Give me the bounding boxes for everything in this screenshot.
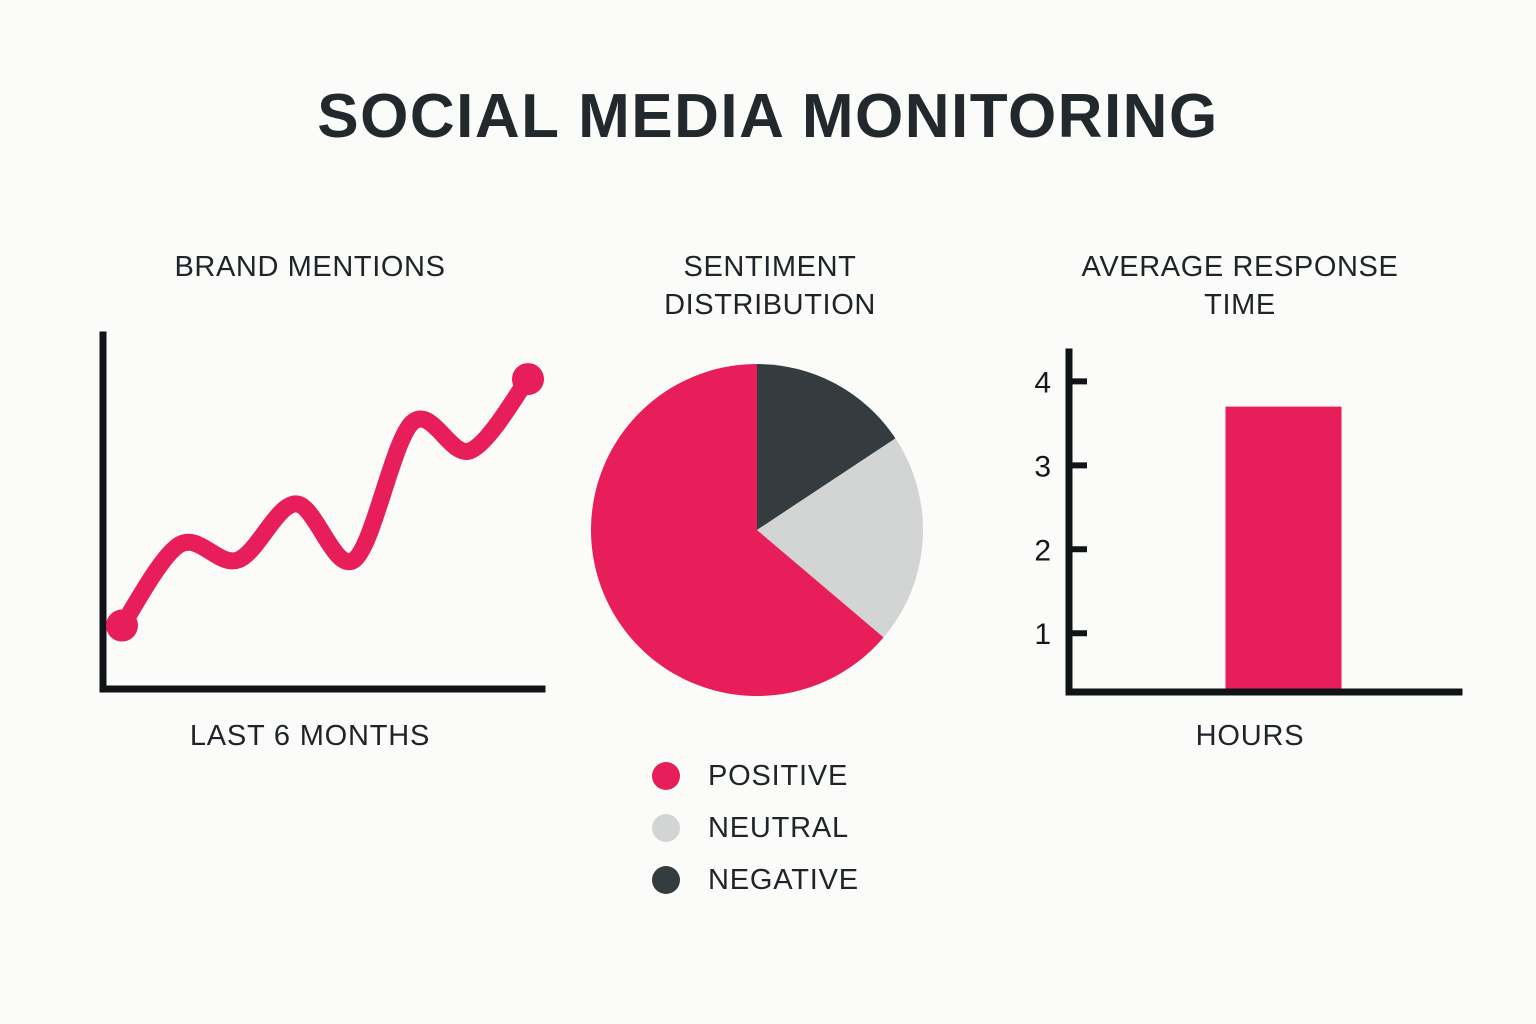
pie-slice-neutral: [757, 438, 924, 638]
legend-item-negative[interactable]: NEGATIVE: [652, 854, 859, 906]
response-time-title: AVERAGE RESPONSE TIME: [1000, 248, 1480, 325]
legend-label: NEUTRAL: [708, 811, 849, 844]
brand-mentions-title: BRAND MENTIONS: [174, 251, 446, 283]
bar-chart-axes: [1065, 348, 1463, 696]
y-tick-label: 3: [1034, 450, 1051, 483]
response-time-title-line1: AVERAGE RESPONSE: [1081, 251, 1399, 283]
legend-swatch-neutral-icon: [652, 814, 680, 842]
bar-0: [1225, 406, 1342, 692]
y-tick-label: 1: [1034, 618, 1051, 651]
line-chart-start-marker: [106, 609, 138, 642]
legend-item-neutral[interactable]: NEUTRAL: [652, 802, 859, 854]
line-chart-series-path: [113, 370, 537, 635]
legend-swatch-negative-icon: [652, 866, 680, 894]
brand-mentions-line-chart: [99, 331, 546, 693]
y-tick-label: 2: [1034, 534, 1051, 567]
response-time-panel: AVERAGE RESPONSE TIME 1 2 3 4 HOURS: [1000, 240, 1480, 760]
sentiment-pie-chart: [591, 364, 924, 696]
sentiment-legend: POSITIVE NEUTRAL NEGATIVE: [652, 750, 859, 906]
response-time-title-line2: TIME: [1204, 289, 1276, 322]
bar-chart-y-ticks: 1 2 3 4: [1034, 366, 1087, 651]
brand-mentions-x-axis-caption: LAST 6 MONTHS: [189, 720, 431, 752]
line-chart-end-marker: [512, 363, 544, 396]
line-chart-axes: [99, 331, 546, 693]
y-tick-label: 4: [1034, 366, 1051, 399]
response-time-bar-chart: 1 2 3 4: [1034, 348, 1463, 696]
sentiment-distribution-panel: SENTIMENT DISTRIBUTION POSITIVE NEUTRAL NE…: [560, 240, 980, 920]
legend-swatch-positive-icon: [652, 762, 680, 790]
brand-mentions-panel: BRAND MENTIONS LAST 6 MONTHS: [60, 240, 560, 760]
sentiment-title-line2: DISTRIBUTION: [664, 289, 876, 322]
sentiment-title: SENTIMENT DISTRIBUTION: [560, 248, 980, 325]
sentiment-title-line1: SENTIMENT: [683, 251, 857, 283]
response-time-x-axis-caption: HOURS: [1195, 720, 1305, 752]
legend-label: POSITIVE: [708, 759, 849, 792]
legend-label: NEGATIVE: [708, 863, 859, 896]
pie-slice-positive: [591, 364, 884, 696]
page-title: SOCIAL MEDIA MONITORING: [317, 82, 1219, 151]
bar-chart-bars: [1225, 406, 1342, 692]
pie-slice-negative: [757, 364, 896, 530]
legend-item-positive[interactable]: POSITIVE: [652, 750, 859, 802]
